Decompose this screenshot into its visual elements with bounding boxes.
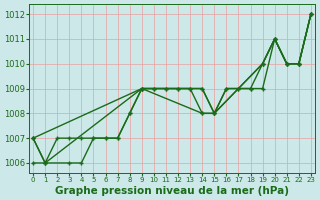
X-axis label: Graphe pression niveau de la mer (hPa): Graphe pression niveau de la mer (hPa) <box>55 186 289 196</box>
